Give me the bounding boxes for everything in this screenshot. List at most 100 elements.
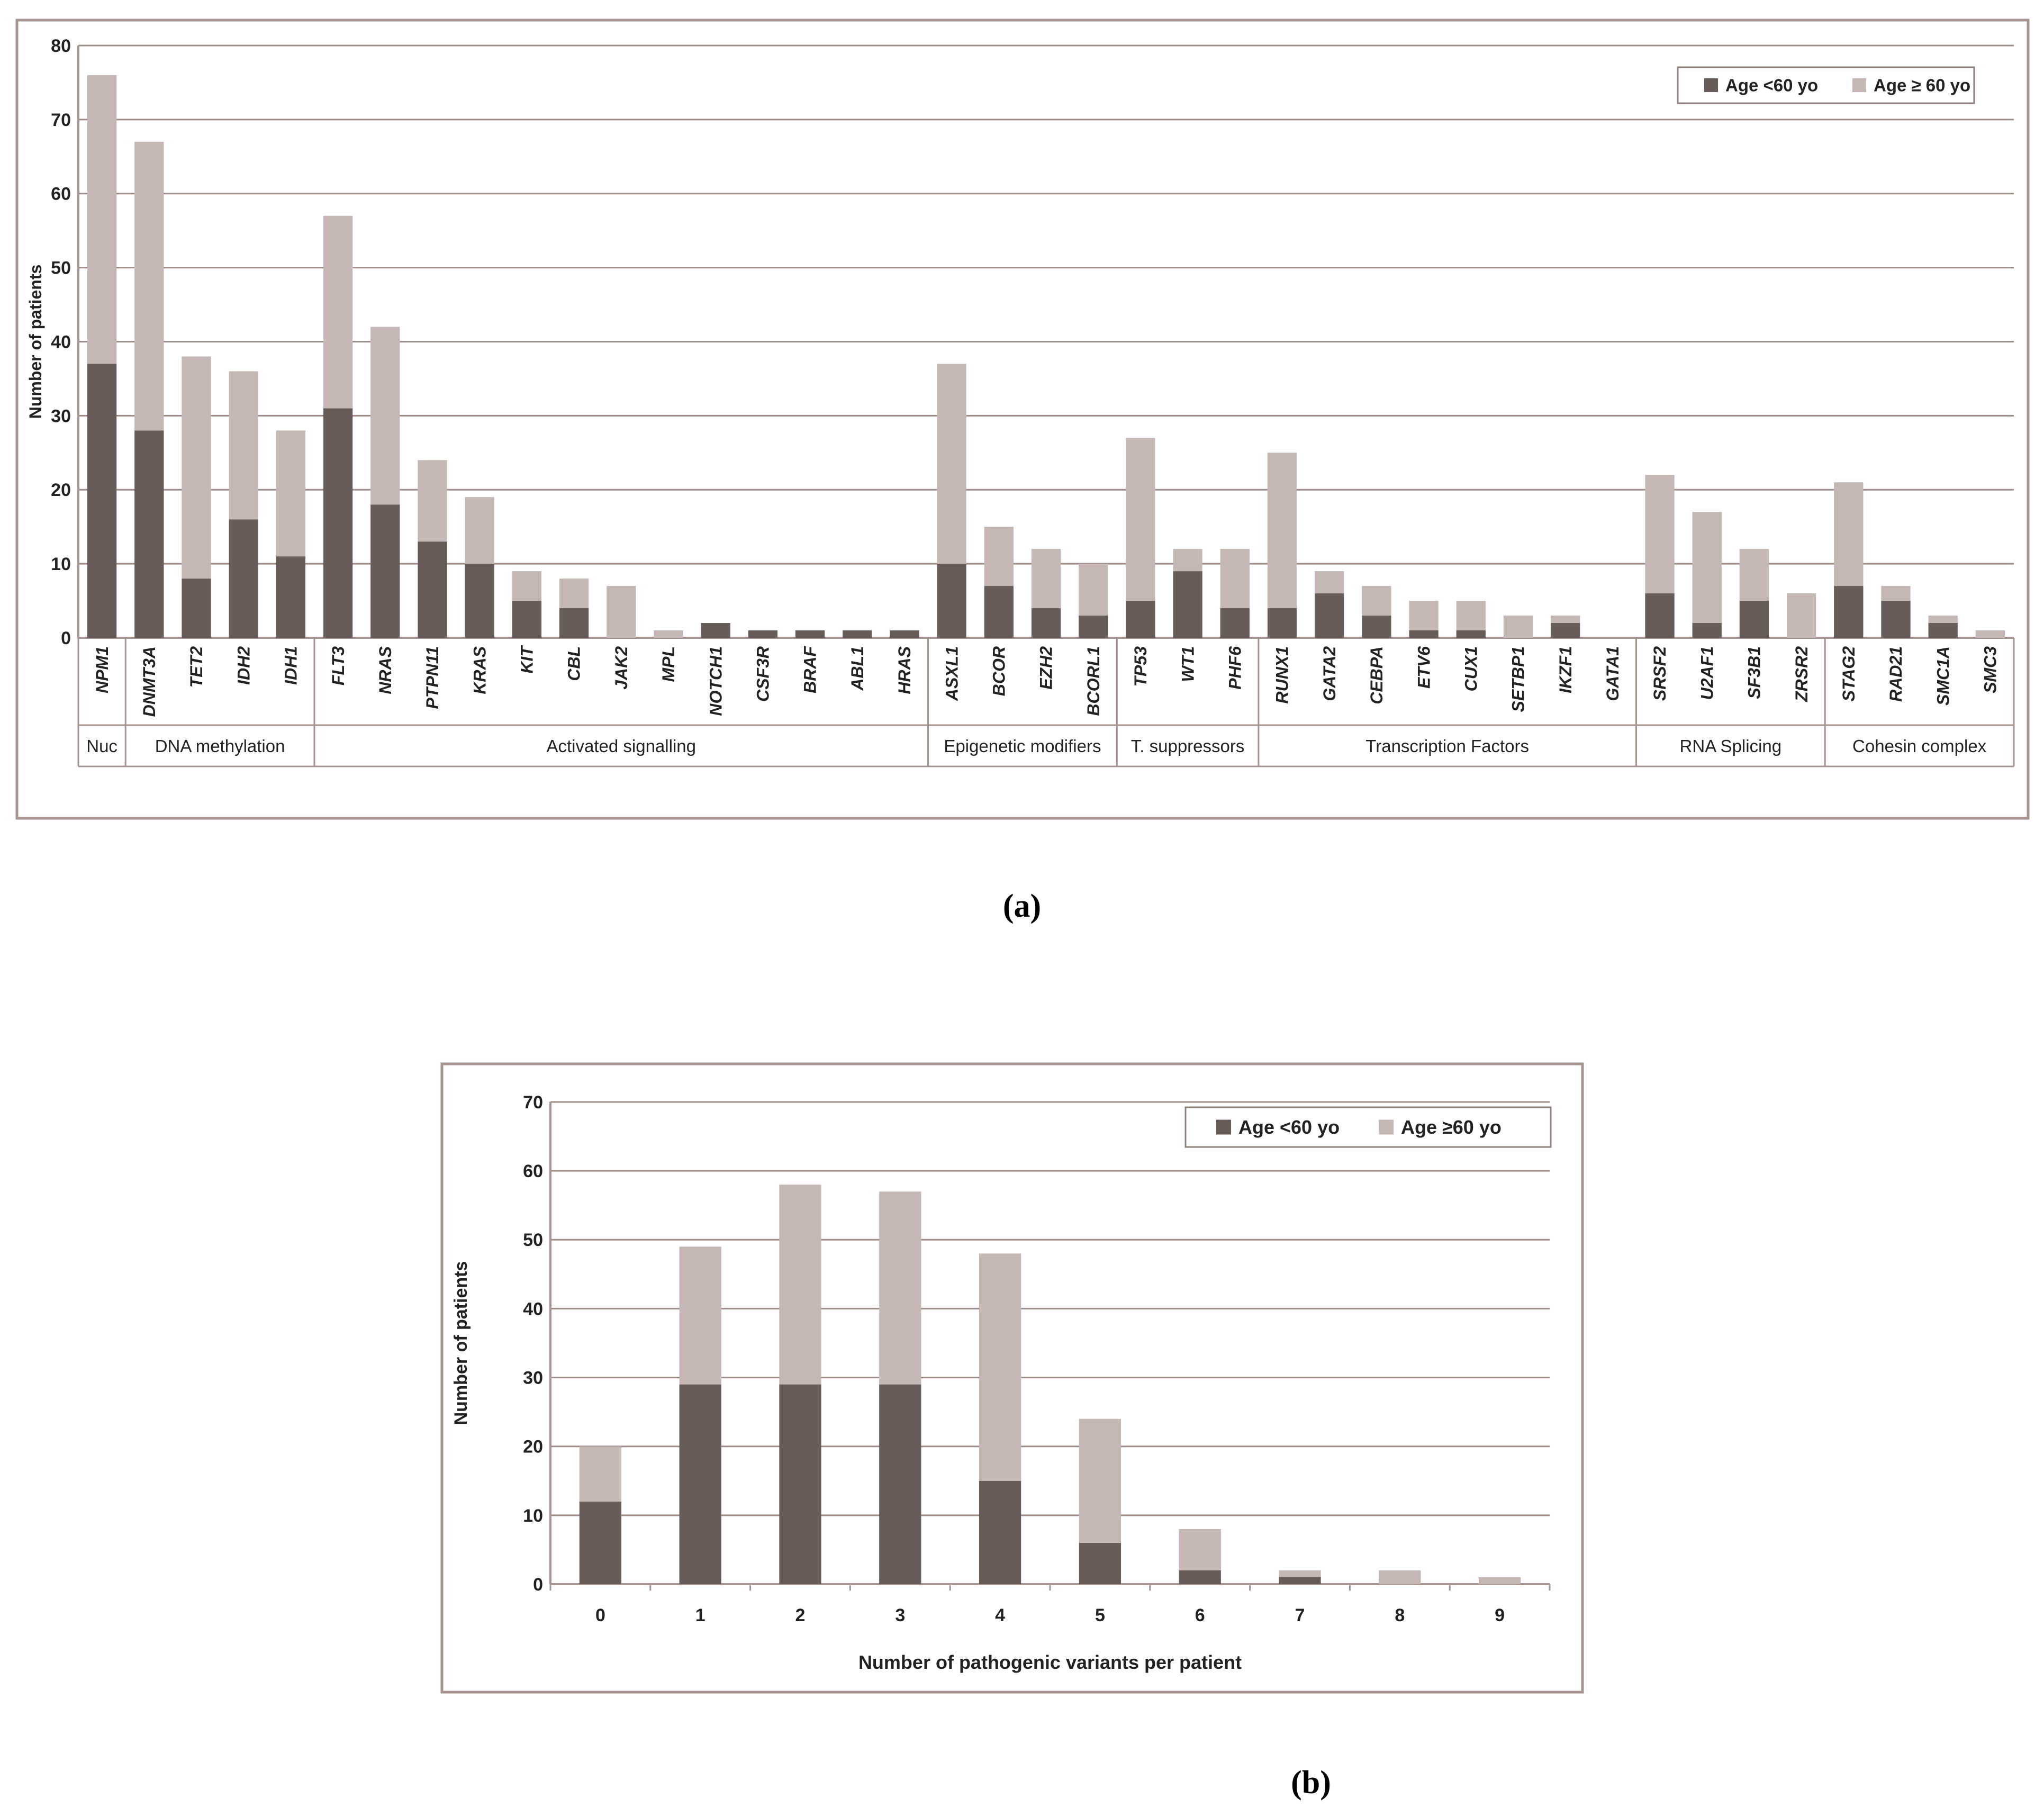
x-tick-label: SETBP1 [1509,646,1528,712]
bar-KIT-series-0 [512,601,542,638]
bar-ASXL1-series-1 [937,364,966,564]
bar-6-series-0 [1179,1570,1221,1584]
y-tick-label: 10 [523,1506,543,1526]
bar-BCORL1-series-0 [1079,616,1108,638]
bar-HRAS-series-0 [890,630,919,638]
bar-KRAS-series-1 [465,497,494,564]
x-tick-label: ASXL1 [942,646,961,701]
bar-STAG2-series-1 [1834,482,1864,586]
x-tick-label: ETV6 [1414,646,1433,689]
bar-SMC3-series-1 [1975,630,2005,638]
bar-JAK2-series-1 [607,586,636,638]
y-tick-label: 40 [51,332,71,352]
bar-KRAS-series-0 [465,564,494,638]
x-tick-label: ZRSR2 [1792,646,1811,702]
x-tick-label: MPL [659,646,678,682]
x-tick-label: ABL1 [848,646,867,691]
legend-label-0: Age <60 yo [1725,76,1818,95]
x-tick-label: 0 [595,1605,605,1625]
x-tick-label: SRSF2 [1650,646,1669,701]
bar-NPM1-series-0 [87,364,117,638]
bar-SRSF2-series-1 [1645,475,1675,594]
group-label: Epigenetic modifiers [944,736,1101,756]
bar-SMC1A-series-1 [1928,616,1958,624]
x-tick-label: GATA1 [1603,646,1622,701]
x-tick-label: PHF6 [1225,646,1244,690]
bar-3-series-0 [879,1384,921,1584]
bar-WT1-series-1 [1173,549,1202,572]
bar-PHF6-series-0 [1220,608,1250,638]
x-tick-label: NRAS [376,646,395,694]
bar-2-series-1 [779,1185,821,1385]
panel-a-frame [15,19,2030,820]
x-tick-label: EZH2 [1037,646,1056,690]
legend-swatch-0 [1704,78,1718,92]
caption-a: (a) [1003,888,1041,924]
x-tick-label: KRAS [470,646,489,694]
legend-box [1677,66,1975,104]
bar-7-series-1 [1279,1570,1321,1577]
x-tick-label: CSF3R [754,646,773,702]
legend-swatch-1 [1379,1119,1394,1135]
bar-MPL-series-1 [654,630,683,638]
bar-CEBPA-series-1 [1362,586,1391,616]
y-tick-label: 60 [523,1161,543,1181]
legend-swatch-0 [1216,1119,1231,1135]
bar-TP53-series-0 [1126,601,1155,638]
y-tick-label: 0 [61,628,71,648]
x-tick-label: 1 [695,1605,706,1625]
y-axis-title: Number of patients [451,1261,471,1425]
bar-FLT3-series-1 [323,215,353,409]
bar-BCOR-series-0 [984,586,1014,638]
bar-2-series-0 [779,1384,821,1584]
x-tick-label: 2 [795,1605,806,1625]
x-tick-label: 7 [1295,1605,1305,1625]
bar-SF3B1-series-0 [1739,601,1769,638]
bar-TP53-series-1 [1126,438,1155,601]
bar-CEBPA-series-0 [1362,616,1391,638]
legend-label-0: Age <60 yo [1238,1116,1340,1138]
bar-DNMT3A-series-1 [134,141,164,431]
bar-SETBP1-series-1 [1503,616,1533,638]
x-tick-label: SMC1A [1933,646,1952,706]
x-tick-label: BCOR [990,646,1009,696]
bar-DNMT3A-series-0 [134,430,164,638]
bar-PTPN11-series-1 [418,460,447,542]
y-tick-label: 70 [523,1092,543,1113]
y-axis-title: Number of patients [26,265,45,419]
bar-0-series-0 [579,1501,622,1584]
bar-IKZF1-series-0 [1550,623,1580,638]
bar-0-series-1 [579,1446,622,1502]
x-tick-label: CUX1 [1461,646,1480,691]
bar-U2AF1-series-0 [1692,623,1722,638]
chart-a: 0 10 20 30 40 50 60 70 80 Number of patients NPM1 D… [26,36,2015,767]
bar-GATA2-series-1 [1315,571,1344,594]
legend-label-1: Age ≥60 yo [1401,1116,1502,1138]
bar-ZRSR2-series-1 [1786,593,1816,638]
y-tick-label: 60 [51,184,71,204]
bar-8-series-1 [1379,1570,1421,1584]
bar-U2AF1-series-1 [1692,512,1722,624]
y-tick-label: 50 [51,258,71,278]
bar-ETV6-series-1 [1409,601,1439,631]
bar-SRSF2-series-0 [1645,593,1675,638]
bar-NRAS-series-0 [370,504,400,638]
bar-BCORL1-series-1 [1079,564,1108,616]
bar-RAD21-series-0 [1881,601,1911,638]
bar-ASXL1-series-0 [937,564,966,638]
bar-9-series-1 [1478,1577,1521,1584]
bar-EZH2-series-0 [1031,608,1061,638]
bar-TET2-series-1 [182,356,211,579]
bar-5-series-0 [1079,1542,1122,1584]
bar-STAG2-series-0 [1834,586,1864,638]
x-tick-label: KIT [518,645,537,674]
x-tick-label: 4 [995,1605,1005,1625]
bar-RAD21-series-1 [1881,586,1911,601]
bar-KIT-series-1 [512,571,542,601]
bar-ETV6-series-0 [1409,630,1439,638]
y-tick-label: 10 [51,554,71,574]
x-tick-label: IKZF1 [1556,646,1575,693]
y-tick-label: 0 [533,1575,543,1595]
group-label: RNA Splicing [1680,736,1782,756]
x-tick-label: BCORL1 [1084,646,1103,716]
